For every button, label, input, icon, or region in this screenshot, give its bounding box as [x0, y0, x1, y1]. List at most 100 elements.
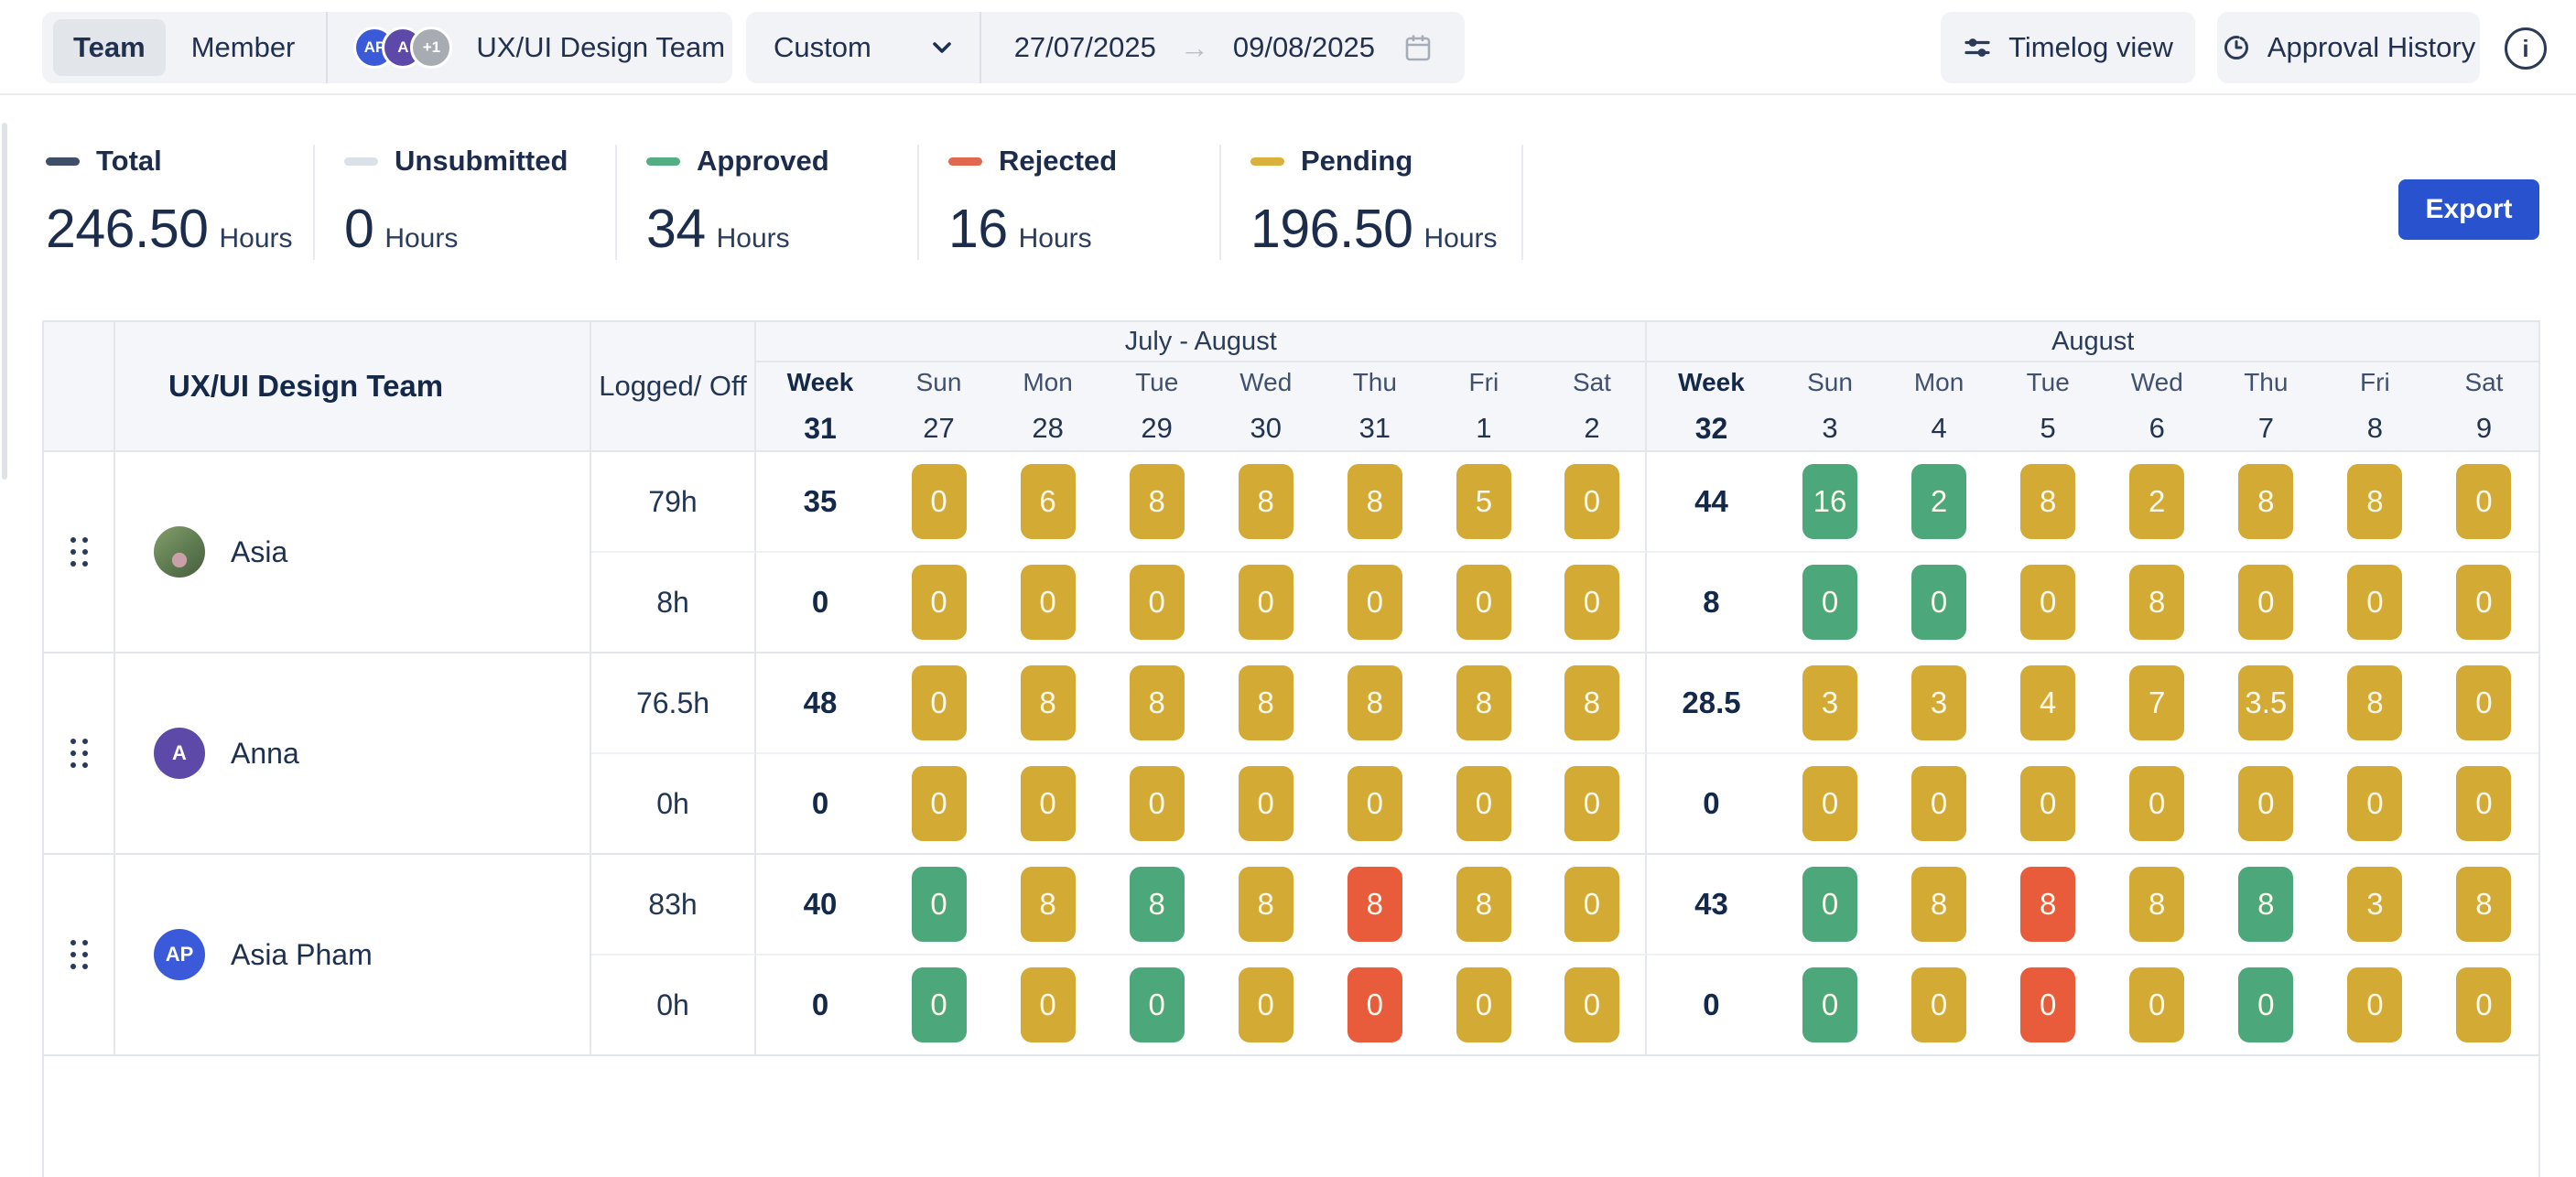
timesheet-day-cell[interactable]: 0 — [2429, 452, 2538, 553]
hours-chip-pending[interactable]: 8 — [1911, 867, 1967, 942]
hours-chip-pending[interactable]: 0 — [2456, 766, 2512, 841]
timesheet-day-cell[interactable]: 0 — [1320, 956, 1430, 1056]
timesheet-day-cell[interactable]: 8 — [993, 653, 1103, 754]
timesheet-day-cell[interactable]: 0 — [1884, 754, 1994, 855]
hours-chip-pending[interactable]: 0 — [2456, 464, 2512, 539]
export-button[interactable]: Export — [2398, 179, 2539, 240]
hours-chip-pending[interactable]: 8 — [2020, 464, 2076, 539]
timesheet-day-cell[interactable]: 0 — [1429, 956, 1539, 1056]
timesheet-day-cell[interactable]: 0 — [884, 553, 994, 653]
timesheet-day-cell[interactable]: 8 — [1993, 855, 2103, 956]
view-toggle-option-member[interactable]: Member — [190, 31, 296, 63]
hours-chip-approved[interactable]: 0 — [2238, 967, 2294, 1042]
hours-chip-pending[interactable]: 0 — [1129, 766, 1185, 841]
hours-chip-pending[interactable]: 0 — [1911, 967, 1967, 1042]
timesheet-day-cell[interactable]: 8 — [2102, 553, 2212, 653]
hours-chip-pending[interactable]: 3 — [2347, 867, 2403, 942]
timesheet-day-cell[interactable]: 8 — [2211, 452, 2321, 553]
timesheet-day-cell[interactable]: 3 — [1775, 653, 1885, 754]
timesheet-day-cell[interactable]: 0 — [1775, 754, 1885, 855]
timesheet-day-cell[interactable]: 0 — [2102, 754, 2212, 855]
timesheet-day-cell[interactable]: 0 — [2102, 956, 2212, 1056]
timesheet-day-cell[interactable]: 8 — [1211, 855, 1321, 956]
timesheet-day-cell[interactable]: 8 — [1993, 452, 2103, 553]
timesheet-day-cell[interactable]: 0 — [1538, 754, 1648, 855]
timesheet-day-cell[interactable]: 0 — [1993, 553, 2103, 653]
hours-chip-pending[interactable]: 0 — [1456, 565, 1511, 640]
timesheet-day-cell[interactable]: 0 — [1884, 956, 1994, 1056]
timesheet-day-cell[interactable]: 3 — [1884, 653, 1994, 754]
hours-chip-approved[interactable]: 0 — [911, 867, 967, 942]
hours-chip-pending[interactable]: 0 — [2238, 766, 2294, 841]
timesheet-day-cell[interactable]: 0 — [2429, 653, 2538, 754]
hours-chip-approved[interactable]: 0 — [1802, 565, 1858, 640]
timesheet-day-cell[interactable]: 8 — [2429, 855, 2538, 956]
timesheet-day-cell[interactable]: 0 — [2211, 956, 2321, 1056]
hours-chip-rejected[interactable]: 0 — [1347, 967, 1402, 1042]
timesheet-day-cell[interactable]: 0 — [993, 754, 1103, 855]
timesheet-day-cell[interactable]: 0 — [1538, 956, 1648, 1056]
hours-chip-pending[interactable]: 0 — [2456, 967, 2512, 1042]
hours-chip-approved[interactable]: 0 — [1129, 967, 1185, 1042]
timesheet-day-cell[interactable]: 8 — [1320, 653, 1430, 754]
timesheet-day-cell[interactable]: 0 — [1993, 956, 2103, 1056]
hours-chip-pending[interactable]: 8 — [1456, 867, 1511, 942]
timesheet-day-cell[interactable]: 0 — [884, 653, 994, 754]
timesheet-day-cell[interactable]: 8 — [1429, 855, 1539, 956]
hours-chip-pending[interactable]: 0 — [1911, 766, 1967, 841]
timesheet-day-cell[interactable]: 0 — [993, 956, 1103, 1056]
hours-chip-pending[interactable]: 8 — [2129, 867, 2185, 942]
timesheet-day-cell[interactable]: 8 — [2320, 452, 2430, 553]
hours-chip-pending[interactable]: 8 — [1129, 464, 1185, 539]
hours-chip-approved[interactable]: 16 — [1802, 464, 1858, 539]
timesheet-day-cell[interactable]: 0 — [884, 956, 994, 1056]
timesheet-day-cell[interactable]: 0 — [1775, 553, 1885, 653]
hours-chip-pending[interactable]: 0 — [1020, 766, 1076, 841]
timesheet-day-cell[interactable]: 0 — [1320, 553, 1430, 653]
timesheet-day-cell[interactable]: 8 — [1320, 452, 1430, 553]
view-toggle-option-team[interactable]: Team — [53, 19, 166, 76]
hours-chip-pending[interactable]: 8 — [2347, 464, 2403, 539]
hours-chip-approved[interactable]: 2 — [1911, 464, 1967, 539]
timesheet-day-cell[interactable]: 0 — [1102, 553, 1212, 653]
hours-chip-pending[interactable]: 0 — [1347, 565, 1402, 640]
timesheet-day-cell[interactable]: 2 — [2102, 452, 2212, 553]
hours-chip-rejected[interactable]: 8 — [1347, 867, 1402, 942]
timesheet-day-cell[interactable]: 0 — [1102, 754, 1212, 855]
timesheet-day-cell[interactable]: 3 — [2320, 855, 2430, 956]
timesheet-day-cell[interactable]: 0 — [2320, 956, 2430, 1056]
timesheet-day-cell[interactable]: 8 — [1211, 452, 1321, 553]
hours-chip-pending[interactable]: 8 — [1238, 464, 1293, 539]
timesheet-day-cell[interactable]: 0 — [2429, 956, 2538, 1056]
team-dropdown[interactable]: AP A +1 UX/UI Design Team — [328, 27, 796, 69]
timesheet-day-cell[interactable]: 0 — [2320, 553, 2430, 653]
timesheet-day-cell[interactable]: 0 — [1538, 452, 1648, 553]
timesheet-day-cell[interactable]: 0 — [2429, 754, 2538, 855]
timesheet-day-cell[interactable]: 8 — [1429, 653, 1539, 754]
timesheet-day-cell[interactable]: 7 — [2102, 653, 2212, 754]
timesheet-day-cell[interactable]: 0 — [993, 553, 1103, 653]
row-drag-handle[interactable] — [44, 653, 115, 855]
timesheet-day-cell[interactable]: 0 — [2429, 553, 2538, 653]
hours-chip-pending[interactable]: 0 — [911, 565, 967, 640]
timesheet-day-cell[interactable]: 3.5 — [2211, 653, 2321, 754]
hours-chip-approved[interactable]: 8 — [2238, 867, 2294, 942]
hours-chip-pending[interactable]: 0 — [2456, 565, 2512, 640]
hours-chip-pending[interactable]: 3 — [1911, 665, 1967, 740]
timesheet-day-cell[interactable]: 0 — [1775, 956, 1885, 1056]
hours-chip-pending[interactable]: 8 — [2347, 665, 2403, 740]
date-to[interactable]: 09/08/2025 — [1232, 31, 1375, 63]
hours-chip-pending[interactable]: 0 — [2020, 565, 2076, 640]
hours-chip-approved[interactable]: 0 — [1802, 867, 1858, 942]
hours-chip-pending[interactable]: 8 — [1347, 464, 1402, 539]
timesheet-day-cell[interactable]: 0 — [884, 855, 994, 956]
hours-chip-pending[interactable]: 8 — [1238, 867, 1293, 942]
hours-chip-pending[interactable]: 3 — [1802, 665, 1858, 740]
hours-chip-pending[interactable]: 0 — [1802, 766, 1858, 841]
timesheet-day-cell[interactable]: 8 — [1102, 452, 1212, 553]
hours-chip-pending[interactable]: 0 — [911, 665, 967, 740]
hours-chip-pending[interactable]: 0 — [2129, 766, 2185, 841]
timesheet-day-cell[interactable]: 4 — [1993, 653, 2103, 754]
hours-chip-pending[interactable]: 0 — [2020, 766, 2076, 841]
timesheet-day-cell[interactable]: 0 — [1993, 754, 2103, 855]
